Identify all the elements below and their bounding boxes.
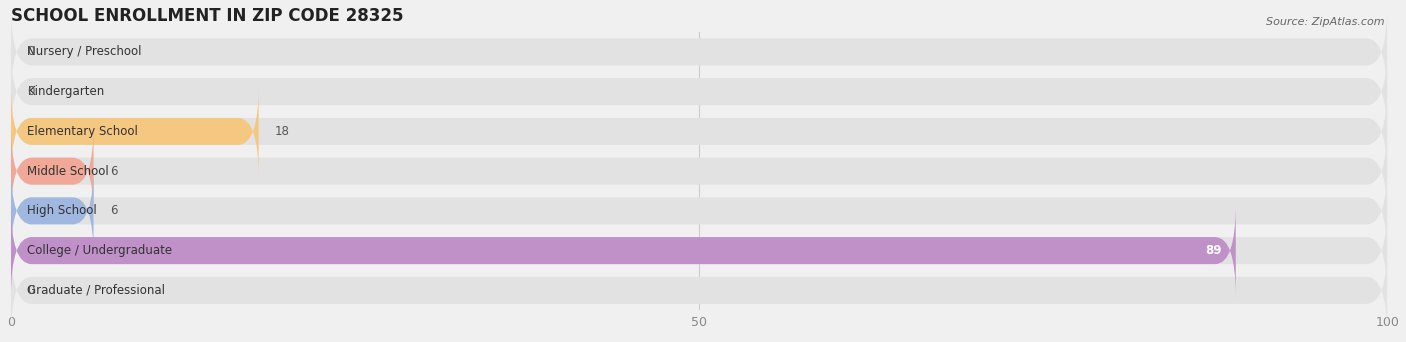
FancyBboxPatch shape (11, 205, 1388, 297)
Text: High School: High School (28, 205, 97, 218)
FancyBboxPatch shape (11, 165, 1388, 257)
FancyBboxPatch shape (11, 85, 1388, 177)
Text: 0: 0 (28, 284, 35, 297)
Text: Elementary School: Elementary School (28, 125, 138, 138)
Text: 6: 6 (110, 205, 118, 218)
FancyBboxPatch shape (11, 244, 1388, 337)
Text: 89: 89 (1205, 244, 1222, 257)
FancyBboxPatch shape (11, 125, 1388, 217)
FancyBboxPatch shape (11, 45, 1388, 138)
FancyBboxPatch shape (11, 6, 1388, 98)
Text: Source: ZipAtlas.com: Source: ZipAtlas.com (1267, 17, 1385, 27)
Text: 0: 0 (28, 85, 35, 98)
FancyBboxPatch shape (11, 85, 259, 177)
Text: SCHOOL ENROLLMENT IN ZIP CODE 28325: SCHOOL ENROLLMENT IN ZIP CODE 28325 (11, 7, 404, 25)
Text: 18: 18 (276, 125, 290, 138)
Text: 0: 0 (28, 45, 35, 58)
Text: Kindergarten: Kindergarten (28, 85, 104, 98)
FancyBboxPatch shape (11, 205, 1236, 297)
FancyBboxPatch shape (11, 165, 94, 257)
Text: 6: 6 (110, 165, 118, 177)
FancyBboxPatch shape (11, 125, 94, 217)
Text: Nursery / Preschool: Nursery / Preschool (28, 45, 142, 58)
Text: Graduate / Professional: Graduate / Professional (28, 284, 166, 297)
Text: College / Undergraduate: College / Undergraduate (28, 244, 173, 257)
Text: Middle School: Middle School (28, 165, 110, 177)
